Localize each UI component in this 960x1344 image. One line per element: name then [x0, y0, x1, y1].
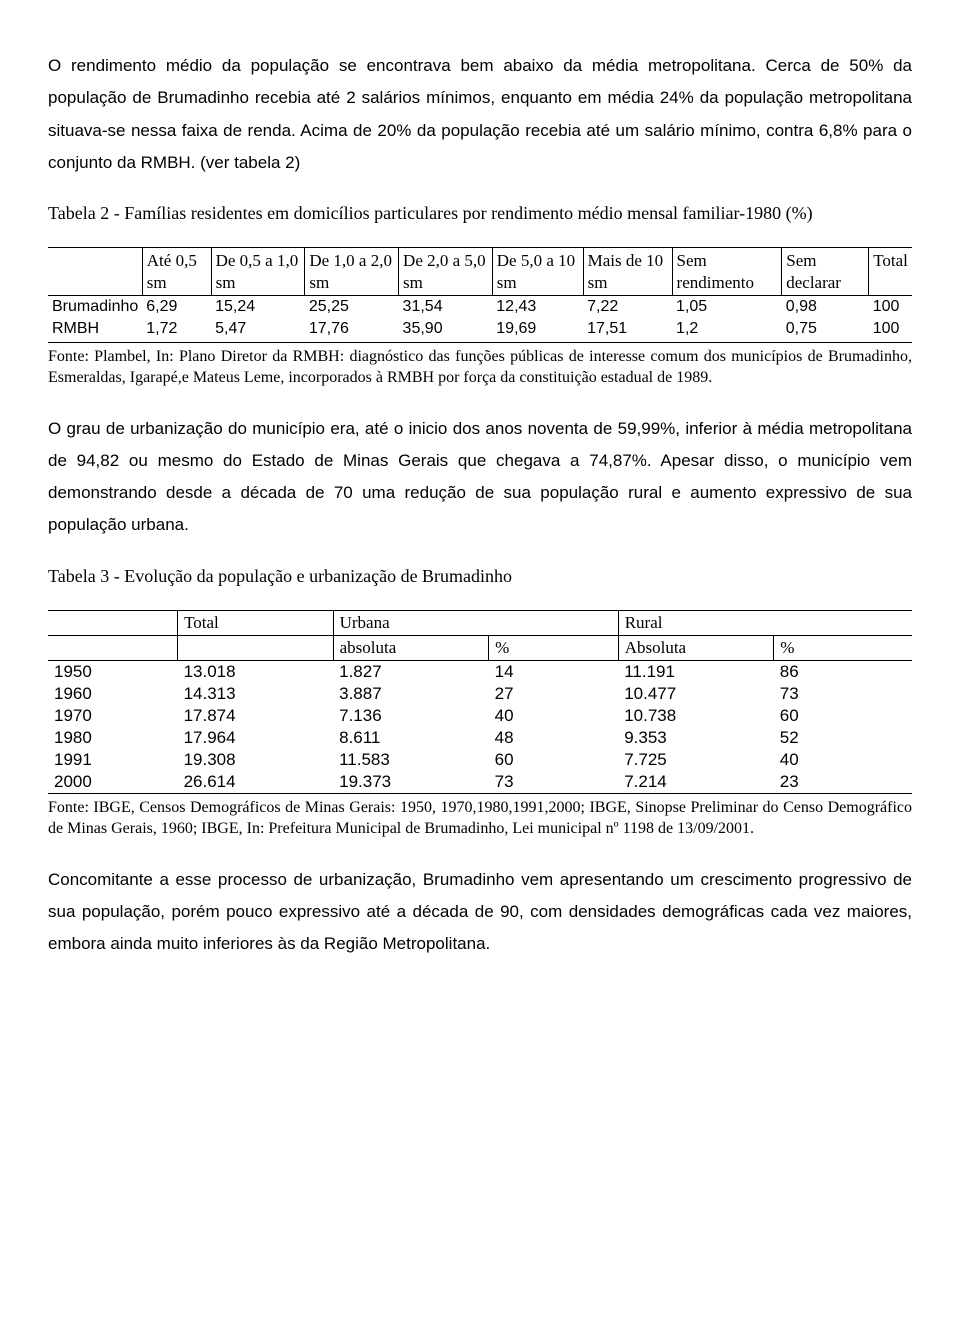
table-3-caption: Tabela 3 - Evolução da população e urban…: [48, 564, 912, 588]
t3-hs2: absoluta: [333, 636, 489, 661]
table-row: 1991 19.308 11.583 60 7.725 40: [48, 749, 912, 771]
paragraph-2: O grau de urbanização do município era, …: [48, 413, 912, 542]
table-row: 1950 13.018 1.827 14 11.191 86: [48, 661, 912, 684]
t3-r2c5: 60: [774, 705, 912, 727]
t3-r1c5: 73: [774, 683, 912, 705]
t2-r0c8: 0,98: [782, 295, 869, 318]
table-3-source: Fonte: IBGE, Censos Demográficos de Mina…: [48, 798, 912, 840]
t3-r2c3: 40: [489, 705, 619, 727]
t3-r0c1: 13.018: [178, 661, 334, 684]
t3-r2c2: 7.136: [333, 705, 489, 727]
t3-r3c2: 8.611: [333, 727, 489, 749]
t3-hs5: %: [774, 636, 912, 661]
t3-r0c4: 11.191: [618, 661, 774, 684]
t2-r1c0: RMBH: [48, 318, 142, 343]
table-row: 2000 26.614 19.373 73 7.214 23: [48, 771, 912, 794]
table-row: 1960 14.313 3.887 27 10.477 73: [48, 683, 912, 705]
t3-r0c2: 1.827: [333, 661, 489, 684]
t3-hs4: Absoluta: [618, 636, 774, 661]
table-2-source: Fonte: Plambel, In: Plano Diretor da RMB…: [48, 347, 912, 389]
table-row: 1970 17.874 7.136 40 10.738 60: [48, 705, 912, 727]
t2-h4: De 2,0 a 5,0 sm: [399, 248, 493, 296]
t3-r5c3: 73: [489, 771, 619, 794]
t3-r0c0: 1950: [48, 661, 178, 684]
t2-r1c8: 0,75: [782, 318, 869, 343]
t3-r0c5: 86: [774, 661, 912, 684]
t3-r5c4: 7.214: [618, 771, 774, 794]
t2-r1c5: 19,69: [492, 318, 583, 343]
t2-h8: Sem declarar: [782, 248, 869, 296]
t3-r1c1: 14.313: [178, 683, 334, 705]
t3-r5c0: 2000: [48, 771, 178, 794]
t3-hs1: [178, 636, 334, 661]
t2-h5: De 5,0 a 10 sm: [492, 248, 583, 296]
t3-ht1: Total: [178, 611, 334, 636]
t2-r1c2: 5,47: [211, 318, 305, 343]
table-2: Até 0,5 sm De 0,5 a 1,0 sm De 1,0 a 2,0 …: [48, 247, 912, 343]
t2-r1c6: 17,51: [583, 318, 672, 343]
t2-r1c7: 1,2: [672, 318, 782, 343]
t3-r4c4: 7.725: [618, 749, 774, 771]
t3-ht3: Rural: [618, 611, 912, 636]
t3-r5c1: 26.614: [178, 771, 334, 794]
t3-r4c3: 60: [489, 749, 619, 771]
t3-r2c4: 10.738: [618, 705, 774, 727]
t3-r5c2: 19.373: [333, 771, 489, 794]
paragraph-1: O rendimento médio da população se encon…: [48, 50, 912, 179]
t2-h1: Até 0,5 sm: [142, 248, 211, 296]
table-row: RMBH 1,72 5,47 17,76 35,90 19,69 17,51 1…: [48, 318, 912, 343]
t2-h9: Total: [869, 248, 912, 296]
t2-r0c3: 25,25: [305, 295, 399, 318]
t2-r0c9: 100: [869, 295, 912, 318]
t3-r3c5: 52: [774, 727, 912, 749]
table-row: Brumadinho 6,29 15,24 25,25 31,54 12,43 …: [48, 295, 912, 318]
t2-h2: De 0,5 a 1,0 sm: [211, 248, 305, 296]
t2-r0c1: 6,29: [142, 295, 211, 318]
t3-hs3: %: [489, 636, 619, 661]
t2-h7: Sem rendimento: [672, 248, 782, 296]
t3-r1c4: 10.477: [618, 683, 774, 705]
t3-r4c5: 40: [774, 749, 912, 771]
t3-r3c0: 1980: [48, 727, 178, 749]
t2-r0c0: Brumadinho: [48, 295, 142, 318]
table-2-caption: Tabela 2 - Famílias residentes em domicí…: [48, 201, 912, 225]
t3-r3c1: 17.964: [178, 727, 334, 749]
t3-hs0: [48, 636, 178, 661]
table-row: 1980 17.964 8.611 48 9.353 52: [48, 727, 912, 749]
t3-r3c3: 48: [489, 727, 619, 749]
t3-r4c1: 19.308: [178, 749, 334, 771]
t3-r5c5: 23: [774, 771, 912, 794]
t2-h0: [48, 248, 142, 296]
t2-r0c4: 31,54: [399, 295, 493, 318]
paragraph-3: Concomitante a esse processo de urbaniza…: [48, 864, 912, 961]
t3-r0c3: 14: [489, 661, 619, 684]
t3-r1c3: 27: [489, 683, 619, 705]
t3-ht0: [48, 611, 178, 636]
t3-r4c2: 11.583: [333, 749, 489, 771]
t3-r1c0: 1960: [48, 683, 178, 705]
t3-ht2: Urbana: [333, 611, 618, 636]
t2-r0c6: 7,22: [583, 295, 672, 318]
t2-r0c5: 12,43: [492, 295, 583, 318]
t3-r1c2: 3.887: [333, 683, 489, 705]
t3-r3c4: 9.353: [618, 727, 774, 749]
t2-r0c2: 15,24: [211, 295, 305, 318]
t3-r4c0: 1991: [48, 749, 178, 771]
t2-r1c3: 17,76: [305, 318, 399, 343]
t2-h6: Mais de 10 sm: [583, 248, 672, 296]
t2-r1c1: 1,72: [142, 318, 211, 343]
t3-r2c0: 1970: [48, 705, 178, 727]
t2-r1c9: 100: [869, 318, 912, 343]
t2-r0c7: 1,05: [672, 295, 782, 318]
t2-h3: De 1,0 a 2,0 sm: [305, 248, 399, 296]
t2-r1c4: 35,90: [399, 318, 493, 343]
t3-r2c1: 17.874: [178, 705, 334, 727]
table-3: Total Urbana Rural absoluta % Absoluta %…: [48, 610, 912, 794]
